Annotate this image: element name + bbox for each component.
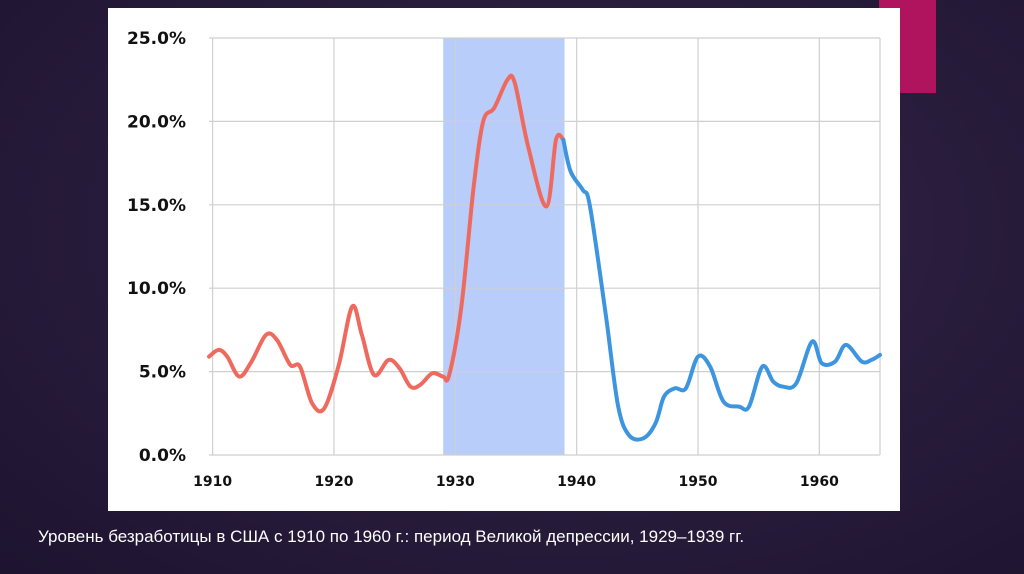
series-line-2 — [561, 137, 882, 442]
y-tick-label: 10.0% — [127, 279, 186, 299]
chart-panel: 25.0% 20.0% 15.0% 10.0% 5.0% 0.0% 1910 1920 193… — [108, 8, 900, 511]
x-tick-label: 1910 — [193, 474, 232, 490]
y-tick-label: 20.0% — [127, 112, 186, 132]
x-tick-label: 1950 — [679, 474, 718, 490]
y-tick-label: 25.0% — [127, 29, 186, 49]
y-tick-label: 5.0% — [139, 363, 186, 383]
slide-caption: Уровень безработицы в США с 1910 по 1960… — [38, 527, 745, 546]
depression-period-band — [443, 38, 565, 455]
unemployment-chart: 25.0% 20.0% 15.0% 10.0% 5.0% 0.0% 1910 1920 193… — [108, 8, 900, 511]
x-tick-label: 1960 — [800, 474, 839, 490]
x-tick-label: 1940 — [557, 474, 596, 490]
x-tick-label: 1920 — [314, 474, 353, 490]
y-tick-label: 15.0% — [127, 196, 186, 216]
series-line-1 — [207, 73, 566, 414]
y-tick-label: 0.0% — [139, 446, 186, 466]
x-tick-label: 1930 — [436, 474, 475, 490]
